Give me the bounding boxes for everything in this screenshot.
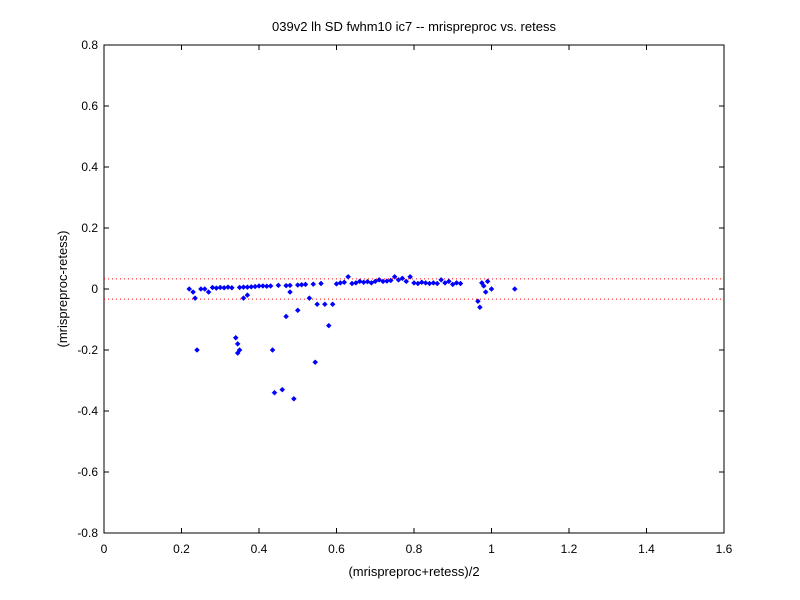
data-point bbox=[192, 295, 198, 302]
y-tick-label: 0.8 bbox=[81, 38, 98, 52]
data-point bbox=[395, 276, 402, 283]
data-point bbox=[511, 286, 518, 292]
y-axis-label: (mrispreproc-retess) bbox=[55, 230, 70, 347]
axis-ticks: 0 0.2 0.4 0.6 0.8 1 1.2 1.4 1.6 -0.8 -0.6 -0.4 -0.2 0… bbox=[77, 38, 732, 556]
data-point bbox=[434, 280, 441, 287]
plot-frame bbox=[103, 44, 725, 534]
y-tick-label: -0.8 bbox=[77, 526, 98, 540]
data-point bbox=[329, 301, 336, 308]
chart-title: 039v2 lh SD fwhm10 ic7 -- mrispreproc vs… bbox=[272, 19, 556, 34]
data-point bbox=[256, 283, 262, 289]
data-point bbox=[482, 289, 489, 295]
data-point bbox=[194, 347, 200, 353]
data-point bbox=[333, 280, 340, 287]
data-point bbox=[269, 347, 276, 353]
data-point bbox=[438, 276, 444, 283]
data-point bbox=[422, 280, 429, 286]
x-tick-label: 0.8 bbox=[406, 542, 423, 556]
data-point bbox=[186, 286, 193, 292]
data-point bbox=[232, 334, 239, 341]
data-point bbox=[279, 386, 286, 393]
data-point bbox=[341, 279, 348, 286]
data-point bbox=[345, 273, 351, 280]
data-point bbox=[484, 278, 491, 285]
data-point bbox=[403, 278, 410, 285]
data-point bbox=[477, 304, 483, 311]
data-point bbox=[294, 307, 301, 314]
data-point bbox=[205, 289, 212, 295]
data-point bbox=[244, 292, 251, 298]
data-point bbox=[488, 286, 495, 292]
data-point bbox=[240, 284, 247, 291]
data-point bbox=[287, 282, 293, 289]
data-point bbox=[322, 301, 328, 308]
data-point bbox=[234, 341, 241, 347]
data-point bbox=[236, 347, 243, 353]
data-point bbox=[325, 322, 332, 329]
data-point bbox=[225, 284, 231, 291]
reference-lines bbox=[104, 278, 724, 300]
data-point bbox=[387, 277, 394, 284]
data-point bbox=[312, 359, 319, 366]
data-point bbox=[480, 283, 487, 289]
data-point bbox=[457, 280, 464, 287]
data-point bbox=[356, 278, 363, 285]
y-tick-label: -0.2 bbox=[77, 343, 98, 357]
data-point bbox=[475, 298, 481, 305]
data-point bbox=[201, 286, 208, 292]
data-point bbox=[217, 284, 224, 291]
y-tick-label: 0.6 bbox=[81, 99, 98, 113]
data-point bbox=[446, 278, 452, 285]
data-point bbox=[190, 289, 196, 295]
data-point bbox=[353, 280, 359, 286]
data-point bbox=[283, 313, 289, 320]
data-point bbox=[260, 283, 266, 289]
y-tick-label: 0.4 bbox=[81, 160, 98, 174]
data-point bbox=[442, 280, 448, 286]
x-tick-label: 0.6 bbox=[328, 542, 345, 556]
data-point bbox=[418, 279, 425, 286]
x-axis-label: (mrispreproc+retess)/2 bbox=[348, 564, 479, 579]
x-tick-label: 1.4 bbox=[638, 542, 655, 556]
data-point bbox=[302, 281, 309, 288]
data-point bbox=[376, 276, 382, 283]
data-point bbox=[449, 281, 456, 288]
data-point bbox=[399, 275, 406, 282]
x-tick-label: 1.6 bbox=[716, 542, 733, 556]
x-tick-label: 1 bbox=[488, 542, 495, 556]
data-point bbox=[368, 280, 375, 286]
data-point bbox=[306, 295, 313, 302]
x-tick-label: 0.2 bbox=[173, 542, 190, 556]
data-point bbox=[291, 395, 297, 402]
data-point bbox=[229, 284, 235, 291]
data-points bbox=[186, 273, 518, 402]
data-point bbox=[314, 301, 320, 308]
data-point bbox=[372, 278, 379, 285]
x-tick-label: 0.4 bbox=[251, 542, 268, 556]
data-point bbox=[240, 295, 247, 302]
y-tick-label: 0.2 bbox=[81, 221, 98, 235]
data-point bbox=[430, 280, 437, 286]
data-point bbox=[411, 280, 417, 286]
data-point bbox=[271, 389, 278, 396]
data-point bbox=[453, 280, 460, 286]
data-point bbox=[391, 273, 398, 280]
y-tick-label: -0.6 bbox=[77, 465, 98, 479]
x-tick-label: 0 bbox=[101, 542, 108, 556]
y-tick-label: 0 bbox=[91, 282, 98, 296]
data-point bbox=[198, 286, 204, 292]
data-point bbox=[310, 281, 317, 287]
data-point bbox=[407, 273, 413, 280]
data-point bbox=[267, 283, 274, 289]
data-point bbox=[287, 289, 293, 295]
data-point bbox=[318, 280, 324, 287]
data-point bbox=[275, 282, 282, 289]
y-tick-label: -0.4 bbox=[77, 404, 98, 418]
x-tick-label: 1.2 bbox=[561, 542, 578, 556]
data-point bbox=[209, 284, 216, 291]
